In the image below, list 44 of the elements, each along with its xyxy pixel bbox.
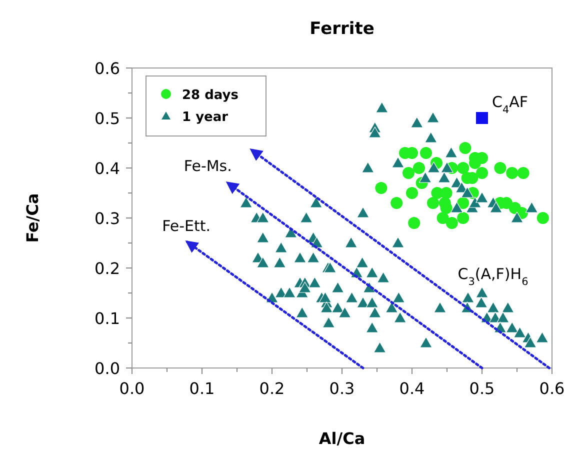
point <box>427 197 439 209</box>
point <box>506 167 518 179</box>
x-axis-title: Al/Ca <box>318 429 366 448</box>
x-tick-label: 0.4 <box>399 379 425 398</box>
point <box>440 202 452 214</box>
legend-label: 28 days <box>182 88 239 103</box>
point <box>402 167 414 179</box>
y-tick-label: 0.4 <box>94 159 120 178</box>
point <box>375 182 388 194</box>
annotation: Fe-Ett. <box>162 217 211 235</box>
annotation: C$_{4}$AF <box>492 93 528 116</box>
y-tick-label: 0.2 <box>94 259 120 278</box>
chart-title: Ferrite <box>310 19 374 39</box>
x-tick-label: 0.5 <box>469 379 495 398</box>
point <box>476 112 488 124</box>
y-tick-label: 0.1 <box>94 309 120 328</box>
point <box>408 217 420 229</box>
point <box>446 217 458 229</box>
legend-label: 1 year <box>182 110 229 125</box>
y-tick-label: 0.0 <box>94 359 120 378</box>
point <box>406 187 418 199</box>
x-tick-label: 0.2 <box>259 379 285 398</box>
point <box>390 197 403 209</box>
y-axis-title: Fe/Ca <box>23 193 42 243</box>
x-tick-label: 0.6 <box>539 379 565 398</box>
point <box>476 167 488 179</box>
y-tick-label: 0.3 <box>94 209 120 228</box>
x-tick-label: 0.0 <box>119 379 145 398</box>
point <box>536 212 549 224</box>
point <box>420 147 432 159</box>
annotation: Fe-Ms. <box>184 157 232 175</box>
y-tick-label: 0.6 <box>94 59 120 78</box>
point <box>440 187 452 199</box>
point <box>459 142 472 154</box>
y-tick-label: 0.5 <box>94 109 120 128</box>
point <box>517 167 530 179</box>
annotation: C$_{3}$(A,F)H$_{6}$ <box>458 265 529 288</box>
point <box>457 212 470 224</box>
point <box>436 212 449 224</box>
point <box>457 162 470 174</box>
point <box>413 162 425 174</box>
x-tick-label: 0.3 <box>329 379 355 398</box>
point <box>494 162 506 174</box>
x-tick-label: 0.1 <box>189 379 215 398</box>
